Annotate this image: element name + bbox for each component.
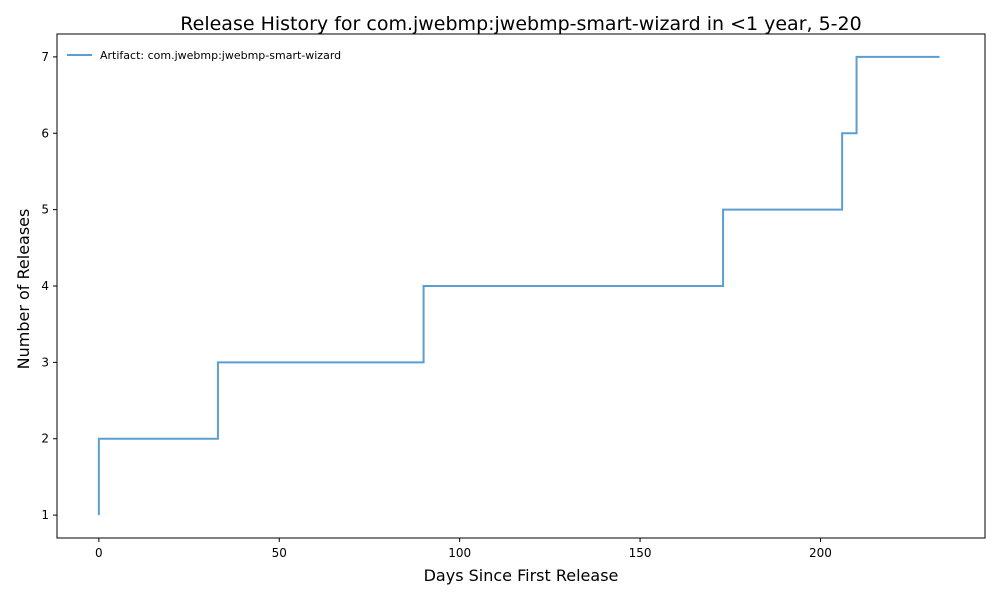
x-axis-label: Days Since First Release <box>424 566 619 585</box>
x-tick-label: 150 <box>629 546 652 560</box>
x-tick-label: 50 <box>272 546 287 560</box>
y-tick-label: 7 <box>41 50 49 64</box>
y-axis-label: Number of Releases <box>14 209 33 370</box>
legend-label: Artifact: com.jwebmp:jwebmp-smart-wizard <box>100 49 341 62</box>
chart-title: Release History for com.jwebmp:jwebmp-sm… <box>180 13 861 35</box>
x-tick-label: 100 <box>448 546 471 560</box>
y-tick-label: 4 <box>41 279 49 293</box>
x-tick-label: 200 <box>809 546 832 560</box>
x-tick-label: 0 <box>95 546 103 560</box>
y-tick-label: 1 <box>41 508 49 522</box>
series-layer <box>97 55 940 516</box>
y-tick-label: 6 <box>41 126 49 140</box>
legend: Artifact: com.jwebmp:jwebmp-smart-wizard <box>67 49 341 62</box>
y-tick-label: 3 <box>41 355 49 369</box>
series-line-0 <box>97 55 940 516</box>
x-axis: 0 50 100 150 200 <box>95 538 832 560</box>
y-tick-label: 5 <box>41 203 49 217</box>
y-tick-label: 2 <box>41 432 49 446</box>
y-axis: 1 2 3 4 5 6 7 <box>41 50 57 522</box>
